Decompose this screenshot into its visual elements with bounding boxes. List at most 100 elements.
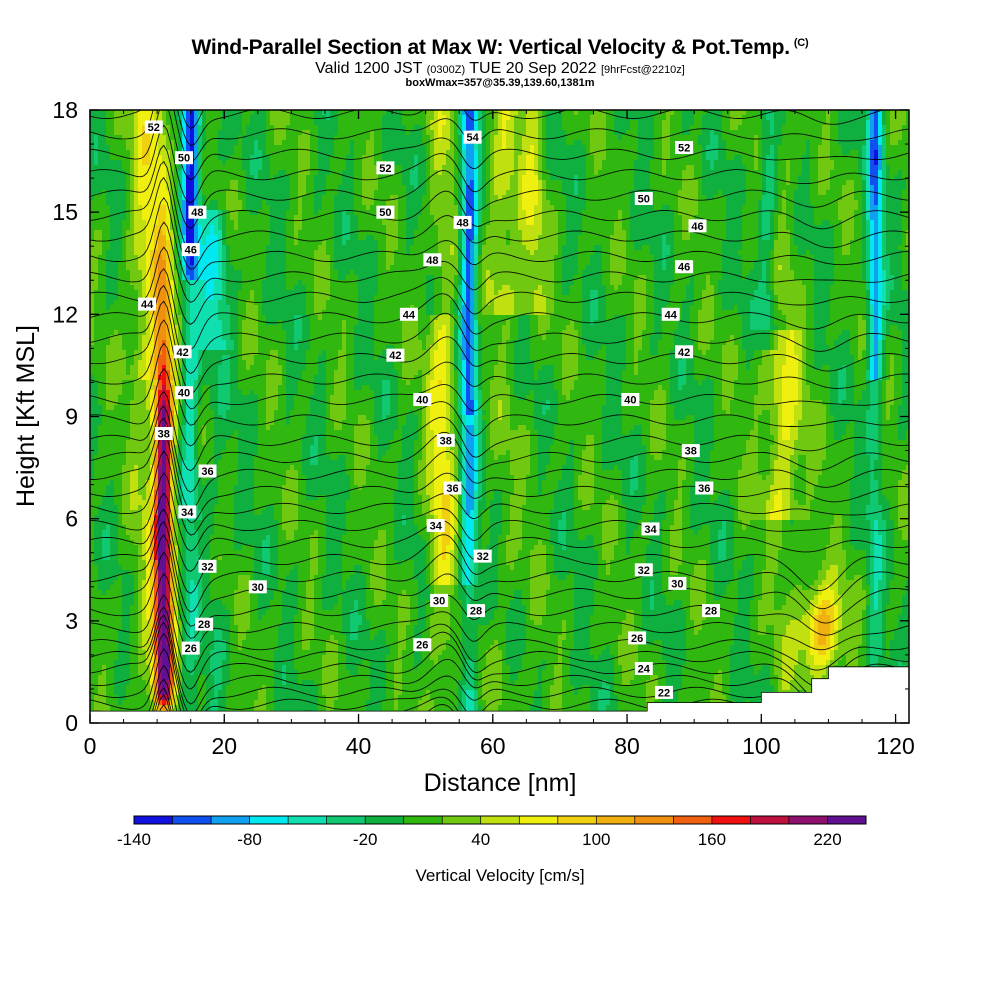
field-cell [302, 135, 307, 141]
field-cell [494, 195, 499, 201]
field-cell [462, 170, 467, 176]
field-cell [378, 190, 383, 196]
field-cell [530, 190, 535, 196]
field-cell [734, 205, 739, 211]
field-cell [634, 145, 639, 151]
field-cell [654, 110, 659, 116]
field-cell [658, 190, 663, 196]
field-cell [478, 115, 483, 121]
field-cell [670, 145, 675, 151]
field-cell [878, 185, 883, 191]
field-cell [810, 205, 815, 211]
field-cell [622, 225, 627, 231]
field-cell [126, 140, 131, 146]
field-cell [546, 210, 551, 216]
field-cell [722, 215, 727, 221]
field-cell [598, 110, 603, 116]
field-cell [578, 115, 583, 121]
field-cell [394, 210, 399, 216]
field-cell [310, 120, 315, 126]
field-cell [582, 220, 587, 226]
field-cell [906, 125, 909, 131]
field-cell [458, 180, 463, 186]
field-cell [782, 140, 787, 146]
field-cell [298, 205, 303, 211]
field-cell [462, 120, 467, 126]
field-cell [734, 135, 739, 141]
field-cell [258, 205, 263, 211]
field-cell [746, 210, 751, 216]
field-cell [414, 210, 419, 216]
field-cell [514, 170, 519, 176]
field-cell [626, 185, 631, 191]
field-cell [310, 115, 315, 121]
field-cell [282, 195, 287, 201]
field-cell [826, 210, 831, 216]
field-cell [586, 175, 591, 181]
field-cell [618, 140, 623, 146]
field-cell [230, 165, 235, 171]
field-cell [174, 135, 179, 141]
field-cell [350, 200, 355, 206]
field-cell [810, 210, 815, 216]
field-cell [150, 180, 155, 186]
field-cell [266, 185, 271, 191]
field-cell [190, 130, 195, 136]
field-cell [678, 125, 683, 131]
field-cell [358, 200, 363, 206]
field-cell [698, 205, 703, 211]
field-cell [658, 125, 663, 131]
field-cell [262, 135, 267, 141]
field-cell [514, 150, 519, 156]
field-cell [738, 170, 743, 176]
field-cell [662, 150, 667, 156]
field-cell [262, 190, 267, 196]
field-cell [722, 185, 727, 191]
field-cell [618, 145, 623, 151]
field-cell [542, 135, 547, 141]
field-cell [290, 225, 295, 231]
field-cell [398, 175, 403, 181]
field-cell [378, 195, 383, 201]
field-cell [466, 190, 471, 196]
field-cell [130, 215, 135, 221]
field-cell [210, 205, 215, 211]
field-cell [886, 130, 891, 136]
field-cell [806, 185, 811, 191]
field-cell [538, 215, 543, 221]
field-cell [906, 155, 909, 161]
field-cell [762, 215, 767, 221]
field-cell [654, 145, 659, 151]
field-cell [170, 130, 175, 136]
field-cell [542, 195, 547, 201]
field-cell [346, 180, 351, 186]
field-cell [430, 195, 435, 201]
field-cell [350, 120, 355, 126]
field-cell [778, 155, 783, 161]
field-cell [846, 150, 851, 156]
field-cell [630, 190, 635, 196]
field-cell [830, 195, 835, 201]
field-cell [322, 165, 327, 171]
field-cell [258, 115, 263, 121]
field-cell [214, 160, 219, 166]
field-cell [238, 215, 243, 221]
field-cell [342, 220, 347, 226]
field-cell [782, 130, 787, 136]
field-cell [162, 165, 167, 171]
field-cell [822, 120, 827, 126]
field-cell [382, 190, 387, 196]
field-cell [718, 185, 723, 191]
field-cell [422, 220, 427, 226]
field-cell [574, 130, 579, 136]
field-cell [778, 130, 783, 136]
field-cell [450, 135, 455, 141]
field-cell [374, 180, 379, 186]
field-cell [306, 165, 311, 171]
field-cell [798, 110, 803, 116]
field-cell [430, 170, 435, 176]
field-cell [826, 190, 831, 196]
field-cell [198, 195, 203, 201]
field-cell [542, 185, 547, 191]
field-cell [662, 225, 667, 231]
